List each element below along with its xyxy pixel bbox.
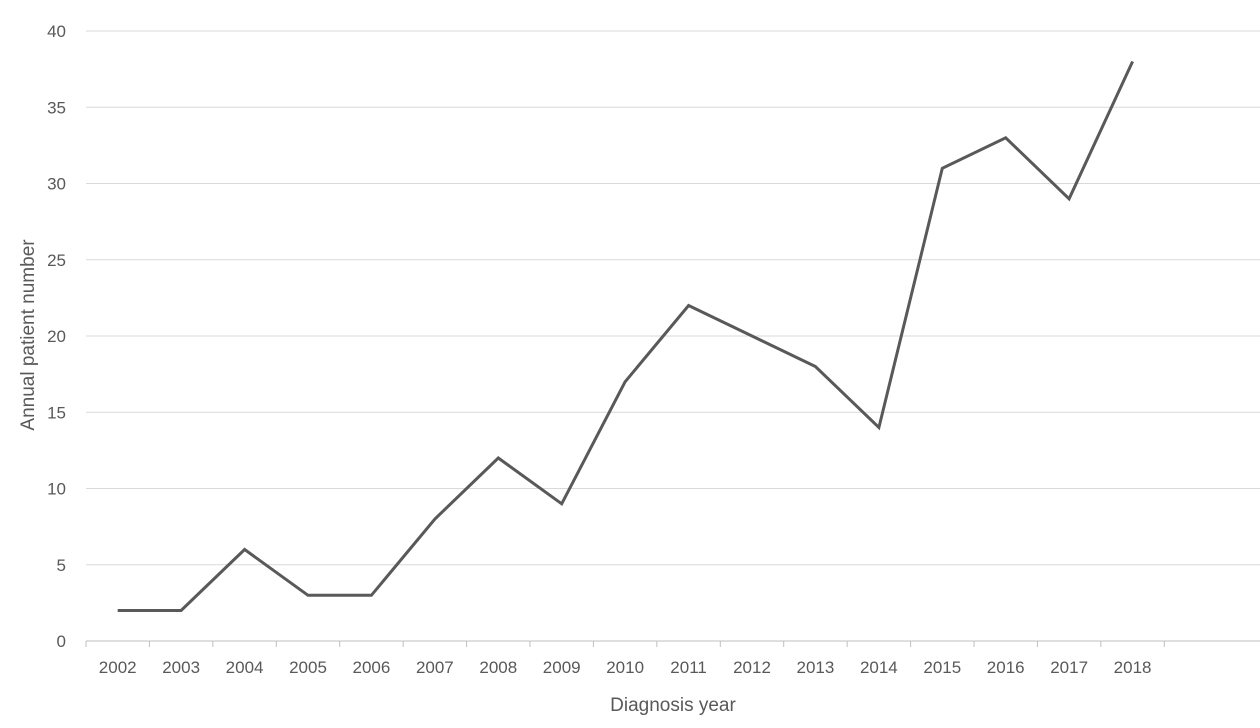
data-point-2012 bbox=[750, 334, 754, 338]
data-point-2006 bbox=[369, 593, 373, 597]
x-tick-label: 2007 bbox=[416, 658, 454, 677]
data-point-2003 bbox=[179, 609, 183, 613]
y-tick-label: 5 bbox=[57, 556, 66, 575]
series-line-0 bbox=[117, 60, 1134, 612]
data-point-2015 bbox=[940, 166, 944, 170]
data-point-2008 bbox=[496, 456, 500, 460]
data-point-2018 bbox=[1131, 60, 1135, 64]
x-tick-label: 2014 bbox=[860, 658, 898, 677]
x-tick-label: 2010 bbox=[606, 658, 644, 677]
data-point-2004 bbox=[243, 548, 247, 552]
data-point-2016 bbox=[1004, 136, 1008, 140]
y-axis-title: Annual patient number bbox=[18, 239, 39, 431]
data-point-2007 bbox=[433, 517, 437, 521]
x-tick-label: 2006 bbox=[353, 658, 391, 677]
x-tick-label: 2005 bbox=[289, 658, 327, 677]
y-tick-labels: 0 5 10 15 20 25 30 35 40 bbox=[47, 22, 66, 651]
data-point-2017 bbox=[1067, 197, 1071, 201]
x-tick-label: 2004 bbox=[226, 658, 264, 677]
y-tick-label: 35 bbox=[47, 98, 66, 117]
x-tick-labels: 2002 2003 2004 2005 2006 2007 2008 2009 2010 2011… bbox=[99, 658, 1152, 677]
data-point-2014 bbox=[877, 426, 881, 430]
y-tick-label: 25 bbox=[47, 251, 66, 270]
x-tick-label: 2003 bbox=[162, 658, 200, 677]
data-point-2009 bbox=[560, 502, 564, 506]
y-tick-label: 0 bbox=[57, 632, 66, 651]
x-tick-label: 2016 bbox=[987, 658, 1025, 677]
axes bbox=[85, 640, 1260, 647]
x-tick-label: 2012 bbox=[733, 658, 771, 677]
x-tick-label: 2009 bbox=[543, 658, 581, 677]
data-point-2002 bbox=[116, 609, 120, 613]
y-tick-label: 20 bbox=[47, 327, 66, 346]
x-tick-label: 2008 bbox=[479, 658, 517, 677]
data-point-2013 bbox=[813, 365, 817, 369]
y-tick-label: 10 bbox=[47, 480, 66, 499]
x-tick-label: 2011 bbox=[670, 658, 707, 677]
series bbox=[116, 60, 1135, 613]
x-tick-label: 2013 bbox=[797, 658, 835, 677]
x-tick-label: 2017 bbox=[1050, 658, 1088, 677]
x-tick-label: 2002 bbox=[99, 658, 137, 677]
x-tick-label: 2018 bbox=[1114, 658, 1152, 677]
data-point-2005 bbox=[306, 593, 310, 597]
y-tick-label: 40 bbox=[47, 22, 66, 41]
x-tick-label: 2015 bbox=[923, 658, 961, 677]
gridlines bbox=[86, 30, 1260, 566]
data-point-2010 bbox=[623, 380, 627, 384]
x-axis-title: Diagnosis year bbox=[610, 695, 736, 716]
y-tick-label: 15 bbox=[47, 403, 66, 422]
y-tick-label: 30 bbox=[47, 175, 66, 194]
data-point-2011 bbox=[687, 304, 691, 308]
